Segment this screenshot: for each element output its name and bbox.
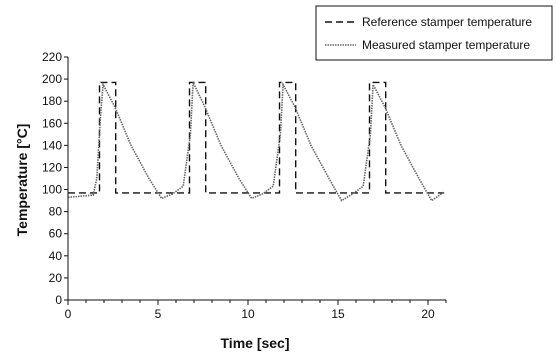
x-tick-label: 0 (65, 307, 72, 321)
y-tick-label: 160 (42, 116, 62, 130)
y-tick-label: 20 (49, 271, 63, 285)
y-tick-label: 220 (42, 50, 62, 64)
x-tick-label: 20 (421, 307, 435, 321)
y-tick-label: 100 (42, 183, 62, 197)
series-line-measured (67, 81, 445, 202)
legend-label-reference: Reference stamper temperature (362, 15, 532, 29)
y-tick-label: 120 (42, 160, 62, 174)
y-axis-title: Temperature [°C] (14, 124, 30, 237)
x-tick-label: 15 (331, 307, 345, 321)
y-tick-label: 40 (49, 249, 63, 263)
x-tick-label: 5 (155, 307, 162, 321)
y-tick-label: 0 (55, 293, 62, 307)
x-tick-label: 10 (241, 307, 255, 321)
y-tick-label: 80 (49, 205, 63, 219)
legend-label-measured: Measured stamper temperature (362, 38, 530, 52)
series-line-reference (68, 81, 445, 194)
axes: 0 20 40 60 80 100 120 140 160 180 200 220 0 5 10 15 20 (42, 50, 447, 321)
y-tick-label: 200 (42, 72, 62, 86)
x-axis-title: Time [sec] (221, 335, 290, 351)
y-tick-label: 60 (49, 227, 63, 241)
plot-area (67, 81, 445, 202)
y-tick-label: 180 (42, 94, 62, 108)
y-tick-label: 140 (42, 138, 62, 152)
legend-box (315, 5, 553, 61)
legend: Reference stamper temperature Measured s… (315, 5, 553, 61)
